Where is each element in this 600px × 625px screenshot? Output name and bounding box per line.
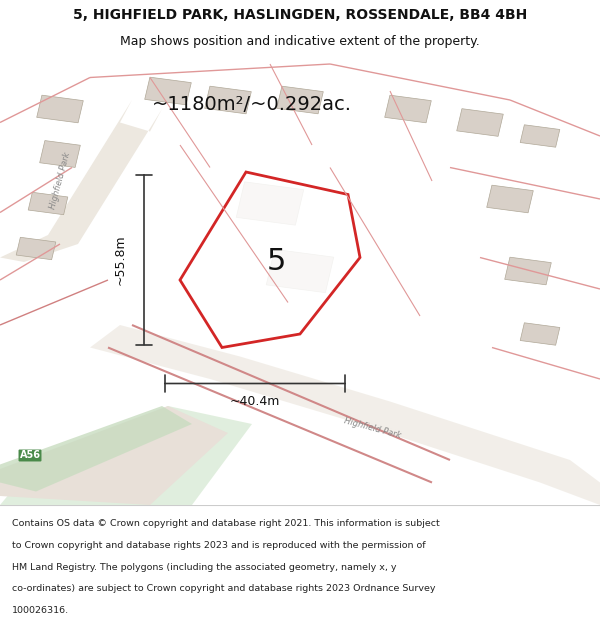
Bar [205,86,251,114]
Bar [145,77,191,105]
Polygon shape [0,406,252,505]
Bar [385,95,431,123]
Text: Highfield Park: Highfield Park [48,151,72,211]
Text: 5, HIGHFIELD PARK, HASLINGDEN, ROSSENDALE, BB4 4BH: 5, HIGHFIELD PARK, HASLINGDEN, ROSSENDAL… [73,8,527,22]
Bar [505,257,551,285]
Polygon shape [180,172,360,348]
Bar [40,141,80,168]
Bar [457,109,503,136]
Text: 100026316.: 100026316. [12,606,69,615]
Text: Map shows position and indicative extent of the property.: Map shows position and indicative extent… [120,35,480,48]
Bar [28,192,68,215]
Bar [16,238,56,260]
Polygon shape [0,406,192,491]
Polygon shape [90,325,600,505]
Text: Contains OS data © Crown copyright and database right 2021. This information is : Contains OS data © Crown copyright and d… [12,519,440,528]
Text: 5: 5 [266,248,286,276]
Text: co-ordinates) are subject to Crown copyright and database rights 2023 Ordnance S: co-ordinates) are subject to Crown copyr… [12,584,436,593]
Text: Highfield Park: Highfield Park [343,417,401,441]
Bar [277,86,323,114]
Text: HM Land Registry. The polygons (including the associated geometry, namely x, y: HM Land Registry. The polygons (includin… [12,562,397,572]
Bar [487,185,533,213]
Text: A56: A56 [19,451,41,461]
Bar [520,125,560,148]
Polygon shape [0,100,162,262]
Bar [37,95,83,123]
Text: ~55.8m: ~55.8m [113,234,127,285]
Bar [236,182,304,225]
Text: ~1180m²/~0.292ac.: ~1180m²/~0.292ac. [152,95,352,114]
Text: to Crown copyright and database rights 2023 and is reproduced with the permissio: to Crown copyright and database rights 2… [12,541,425,550]
Text: ~40.4m: ~40.4m [230,395,280,408]
Bar [520,322,560,345]
Polygon shape [0,406,228,505]
Bar [266,249,334,292]
